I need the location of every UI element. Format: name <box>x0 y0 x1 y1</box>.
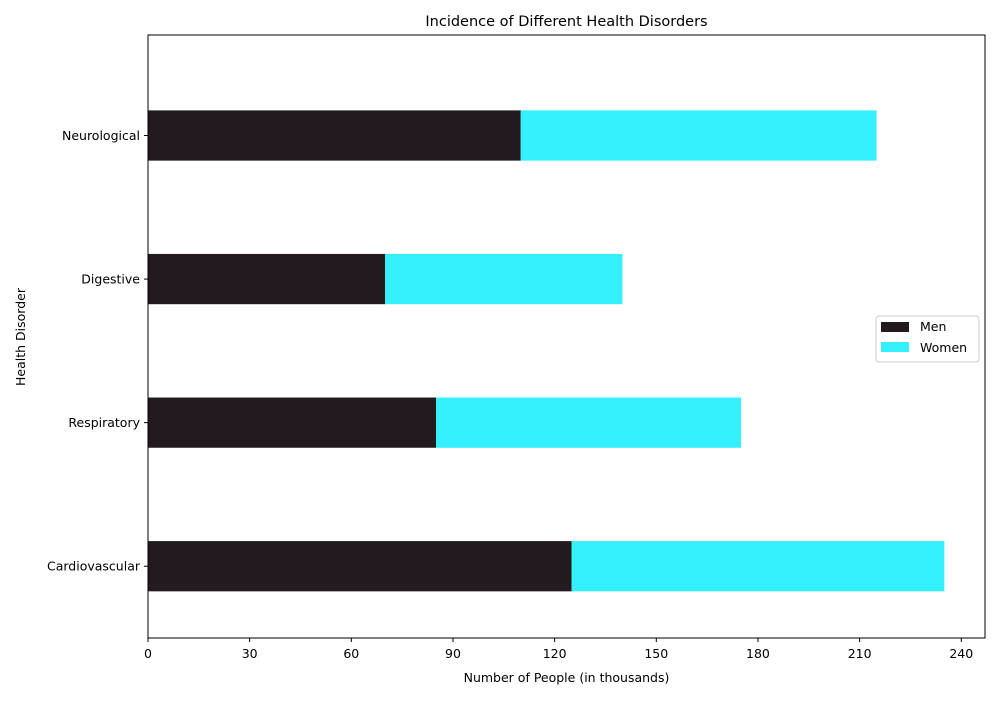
x-tick-label-210: 210 <box>848 646 872 661</box>
x-tick-label-180: 180 <box>746 646 770 661</box>
x-tick-label-60: 60 <box>343 646 359 661</box>
x-tick-label-120: 120 <box>543 646 567 661</box>
y-axis-label: Health Disorder <box>13 287 28 386</box>
chart-title: Incidence of Different Health Disorders <box>425 14 707 30</box>
y-tick-label-neurological: Neurological <box>62 128 140 143</box>
bar-women-neurological <box>520 110 877 161</box>
legend-label-women: Women <box>920 340 967 355</box>
bar-women-respiratory <box>436 397 742 448</box>
y-axis-ticks: Cardiovascular Respiratory Digestive Neurol… <box>47 128 148 574</box>
legend: Men Women <box>875 315 980 363</box>
x-tick-label-30: 30 <box>242 646 258 661</box>
legend-swatch-men <box>881 322 909 332</box>
y-tick-label-cardiovascular: Cardiovascular <box>47 559 141 574</box>
x-tick-label-150: 150 <box>644 646 668 661</box>
bars-layer <box>148 110 945 592</box>
x-axis-ticks: 0 30 60 90 120 150 180 210 240 <box>144 638 973 661</box>
plot-frame <box>147 34 986 639</box>
x-tick-label-90: 90 <box>445 646 461 661</box>
legend-swatch-women <box>881 342 909 352</box>
x-tick-label-0: 0 <box>144 646 152 661</box>
bar-men-cardiovascular <box>148 541 572 592</box>
y-tick-label-digestive: Digestive <box>81 272 140 287</box>
bar-men-digestive <box>148 253 386 305</box>
legend-label-men: Men <box>920 319 946 334</box>
x-axis-label: Number of People (in thousands) <box>464 670 670 685</box>
x-tick-label-240: 240 <box>949 646 973 661</box>
bar-men-respiratory <box>148 397 437 448</box>
bar-women-cardiovascular <box>571 541 945 592</box>
bar-women-digestive <box>385 253 623 305</box>
y-tick-label-respiratory: Respiratory <box>68 415 140 430</box>
bar-men-neurological <box>148 110 521 161</box>
